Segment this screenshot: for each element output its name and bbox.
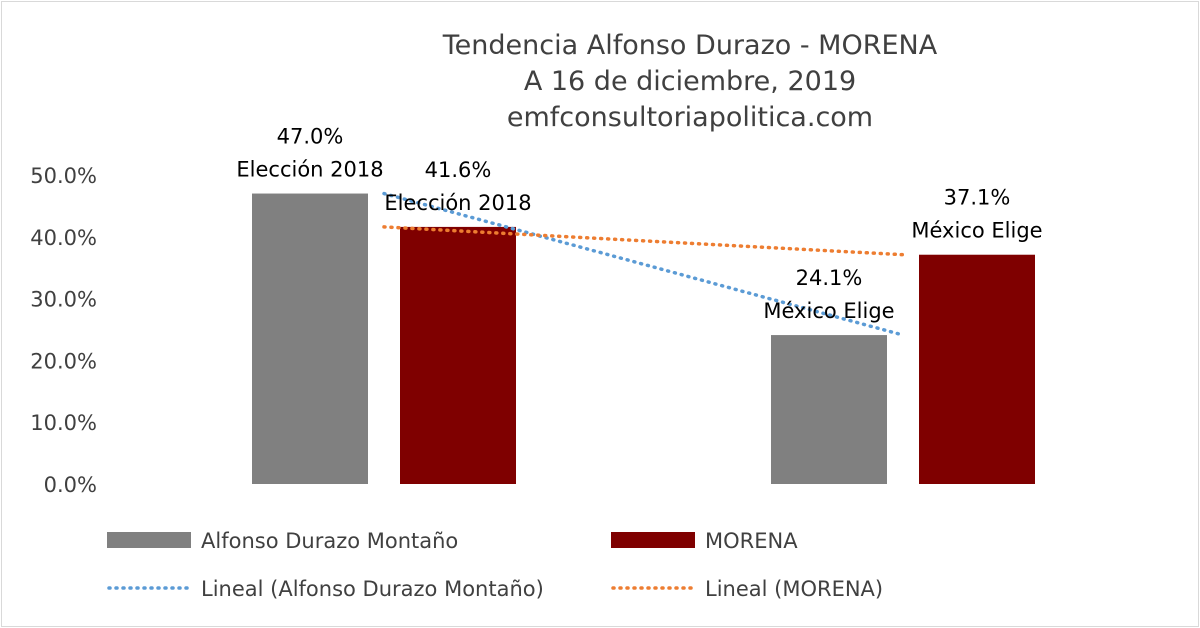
legend-swatch-0	[107, 532, 191, 548]
data-label-value: 47.0%	[277, 125, 344, 149]
data-label-category: México Elige	[911, 219, 1042, 243]
data-label-category: México Elige	[763, 299, 894, 323]
legend-swatch-1	[611, 532, 695, 548]
bar-1-1	[919, 254, 1035, 484]
y-tick-label: 40.0%	[30, 226, 97, 250]
y-tick-label: 0.0%	[44, 473, 97, 497]
data-label-category: Elección 2018	[236, 158, 383, 182]
data-label-value: 41.6%	[425, 158, 492, 182]
y-tick-label: 30.0%	[30, 288, 97, 312]
trendline-1	[382, 225, 905, 257]
chart-title-line: A 16 de diciembre, 2019	[524, 66, 856, 97]
y-tick-label: 20.0%	[30, 349, 97, 373]
data-label-category: Elección 2018	[384, 191, 531, 215]
bar-1-0	[400, 226, 516, 485]
y-tick-label: 50.0%	[30, 164, 97, 188]
y-tick-label: 10.0%	[30, 411, 97, 435]
chart-title-line: emfconsultoriapolitica.com	[507, 102, 873, 133]
bar-0-0	[252, 193, 368, 485]
bar-0-1	[771, 335, 887, 484]
data-label-value: 37.1%	[944, 186, 1011, 210]
legend-label: Alfonso Durazo Montaño	[201, 529, 458, 553]
legend-label: Lineal (Alfonso Durazo Montaño)	[201, 577, 544, 601]
legend-label: Lineal (MORENA)	[705, 577, 883, 601]
trendline-0	[382, 191, 905, 337]
data-label-value: 24.1%	[796, 266, 863, 290]
chart-title-line: Tendencia Alfonso Durazo - MORENA	[442, 30, 938, 61]
legend-label: MORENA	[705, 529, 798, 553]
